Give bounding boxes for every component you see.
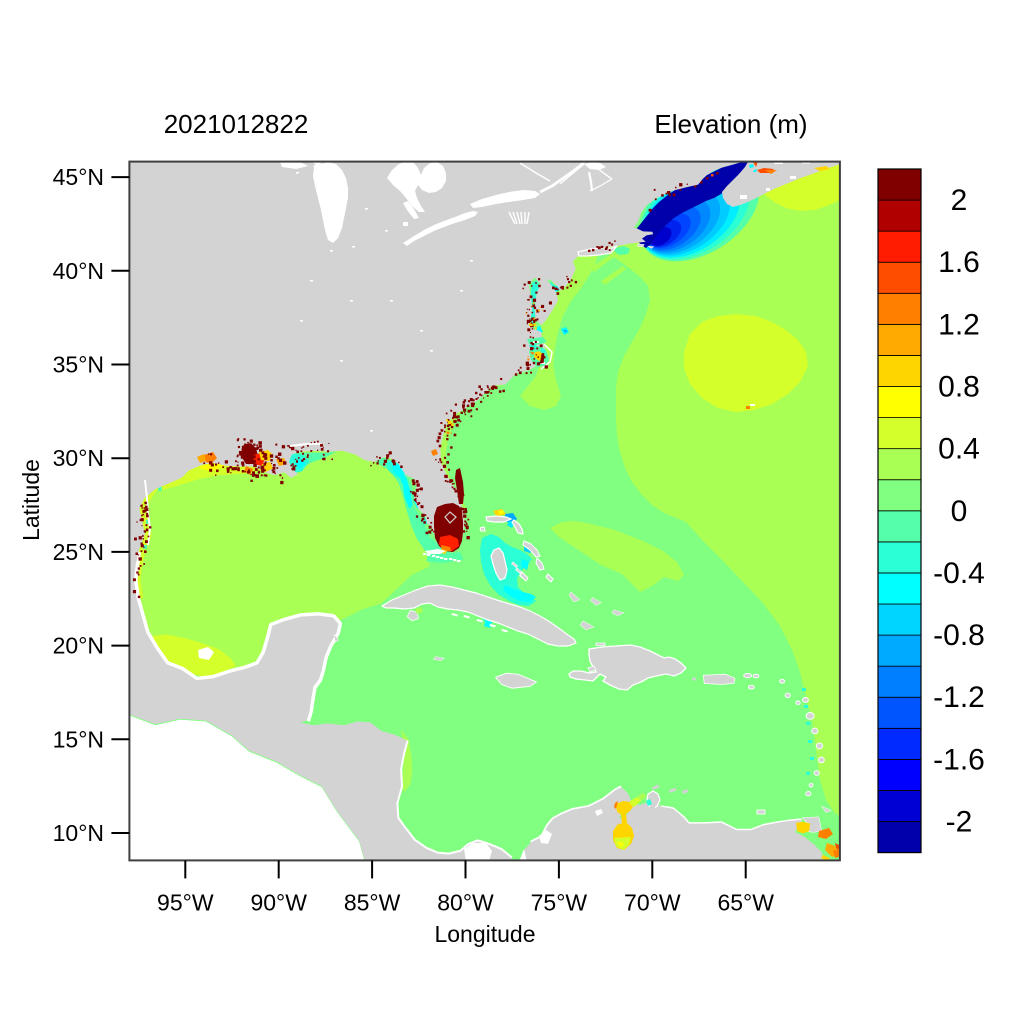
svg-text:1.6: 1.6 [938, 246, 980, 279]
svg-text:Latitude: Latitude [18, 459, 44, 541]
svg-text:65°W: 65°W [717, 890, 774, 916]
svg-text:1.2: 1.2 [938, 308, 980, 341]
svg-text:80°W: 80°W [437, 890, 494, 916]
svg-text:-1.6: -1.6 [933, 743, 985, 776]
svg-text:70°W: 70°W [624, 890, 681, 916]
svg-text:2: 2 [951, 184, 968, 217]
svg-text:75°W: 75°W [531, 890, 588, 916]
svg-text:0.4: 0.4 [938, 433, 980, 466]
svg-text:-0.4: -0.4 [933, 557, 985, 590]
svg-text:15°N: 15°N [53, 726, 104, 752]
svg-text:95°W: 95°W [157, 890, 214, 916]
svg-text:25°N: 25°N [53, 539, 104, 565]
svg-text:2021012822: 2021012822 [164, 109, 309, 139]
svg-text:35°N: 35°N [53, 352, 104, 378]
svg-text:0.8: 0.8 [938, 371, 980, 404]
svg-text:85°W: 85°W [344, 890, 401, 916]
svg-text:45°N: 45°N [53, 164, 104, 190]
svg-text:-1.2: -1.2 [933, 681, 985, 714]
svg-text:10°N: 10°N [53, 820, 104, 846]
svg-text:Elevation (m): Elevation (m) [654, 109, 807, 139]
svg-text:-0.8: -0.8 [933, 619, 985, 652]
svg-text:30°N: 30°N [53, 445, 104, 471]
svg-text:40°N: 40°N [53, 258, 104, 284]
svg-text:Longitude: Longitude [434, 921, 535, 947]
svg-text:0: 0 [951, 495, 968, 528]
svg-text:90°W: 90°W [250, 890, 307, 916]
svg-text:20°N: 20°N [53, 633, 104, 659]
svg-text:-2: -2 [946, 806, 973, 839]
